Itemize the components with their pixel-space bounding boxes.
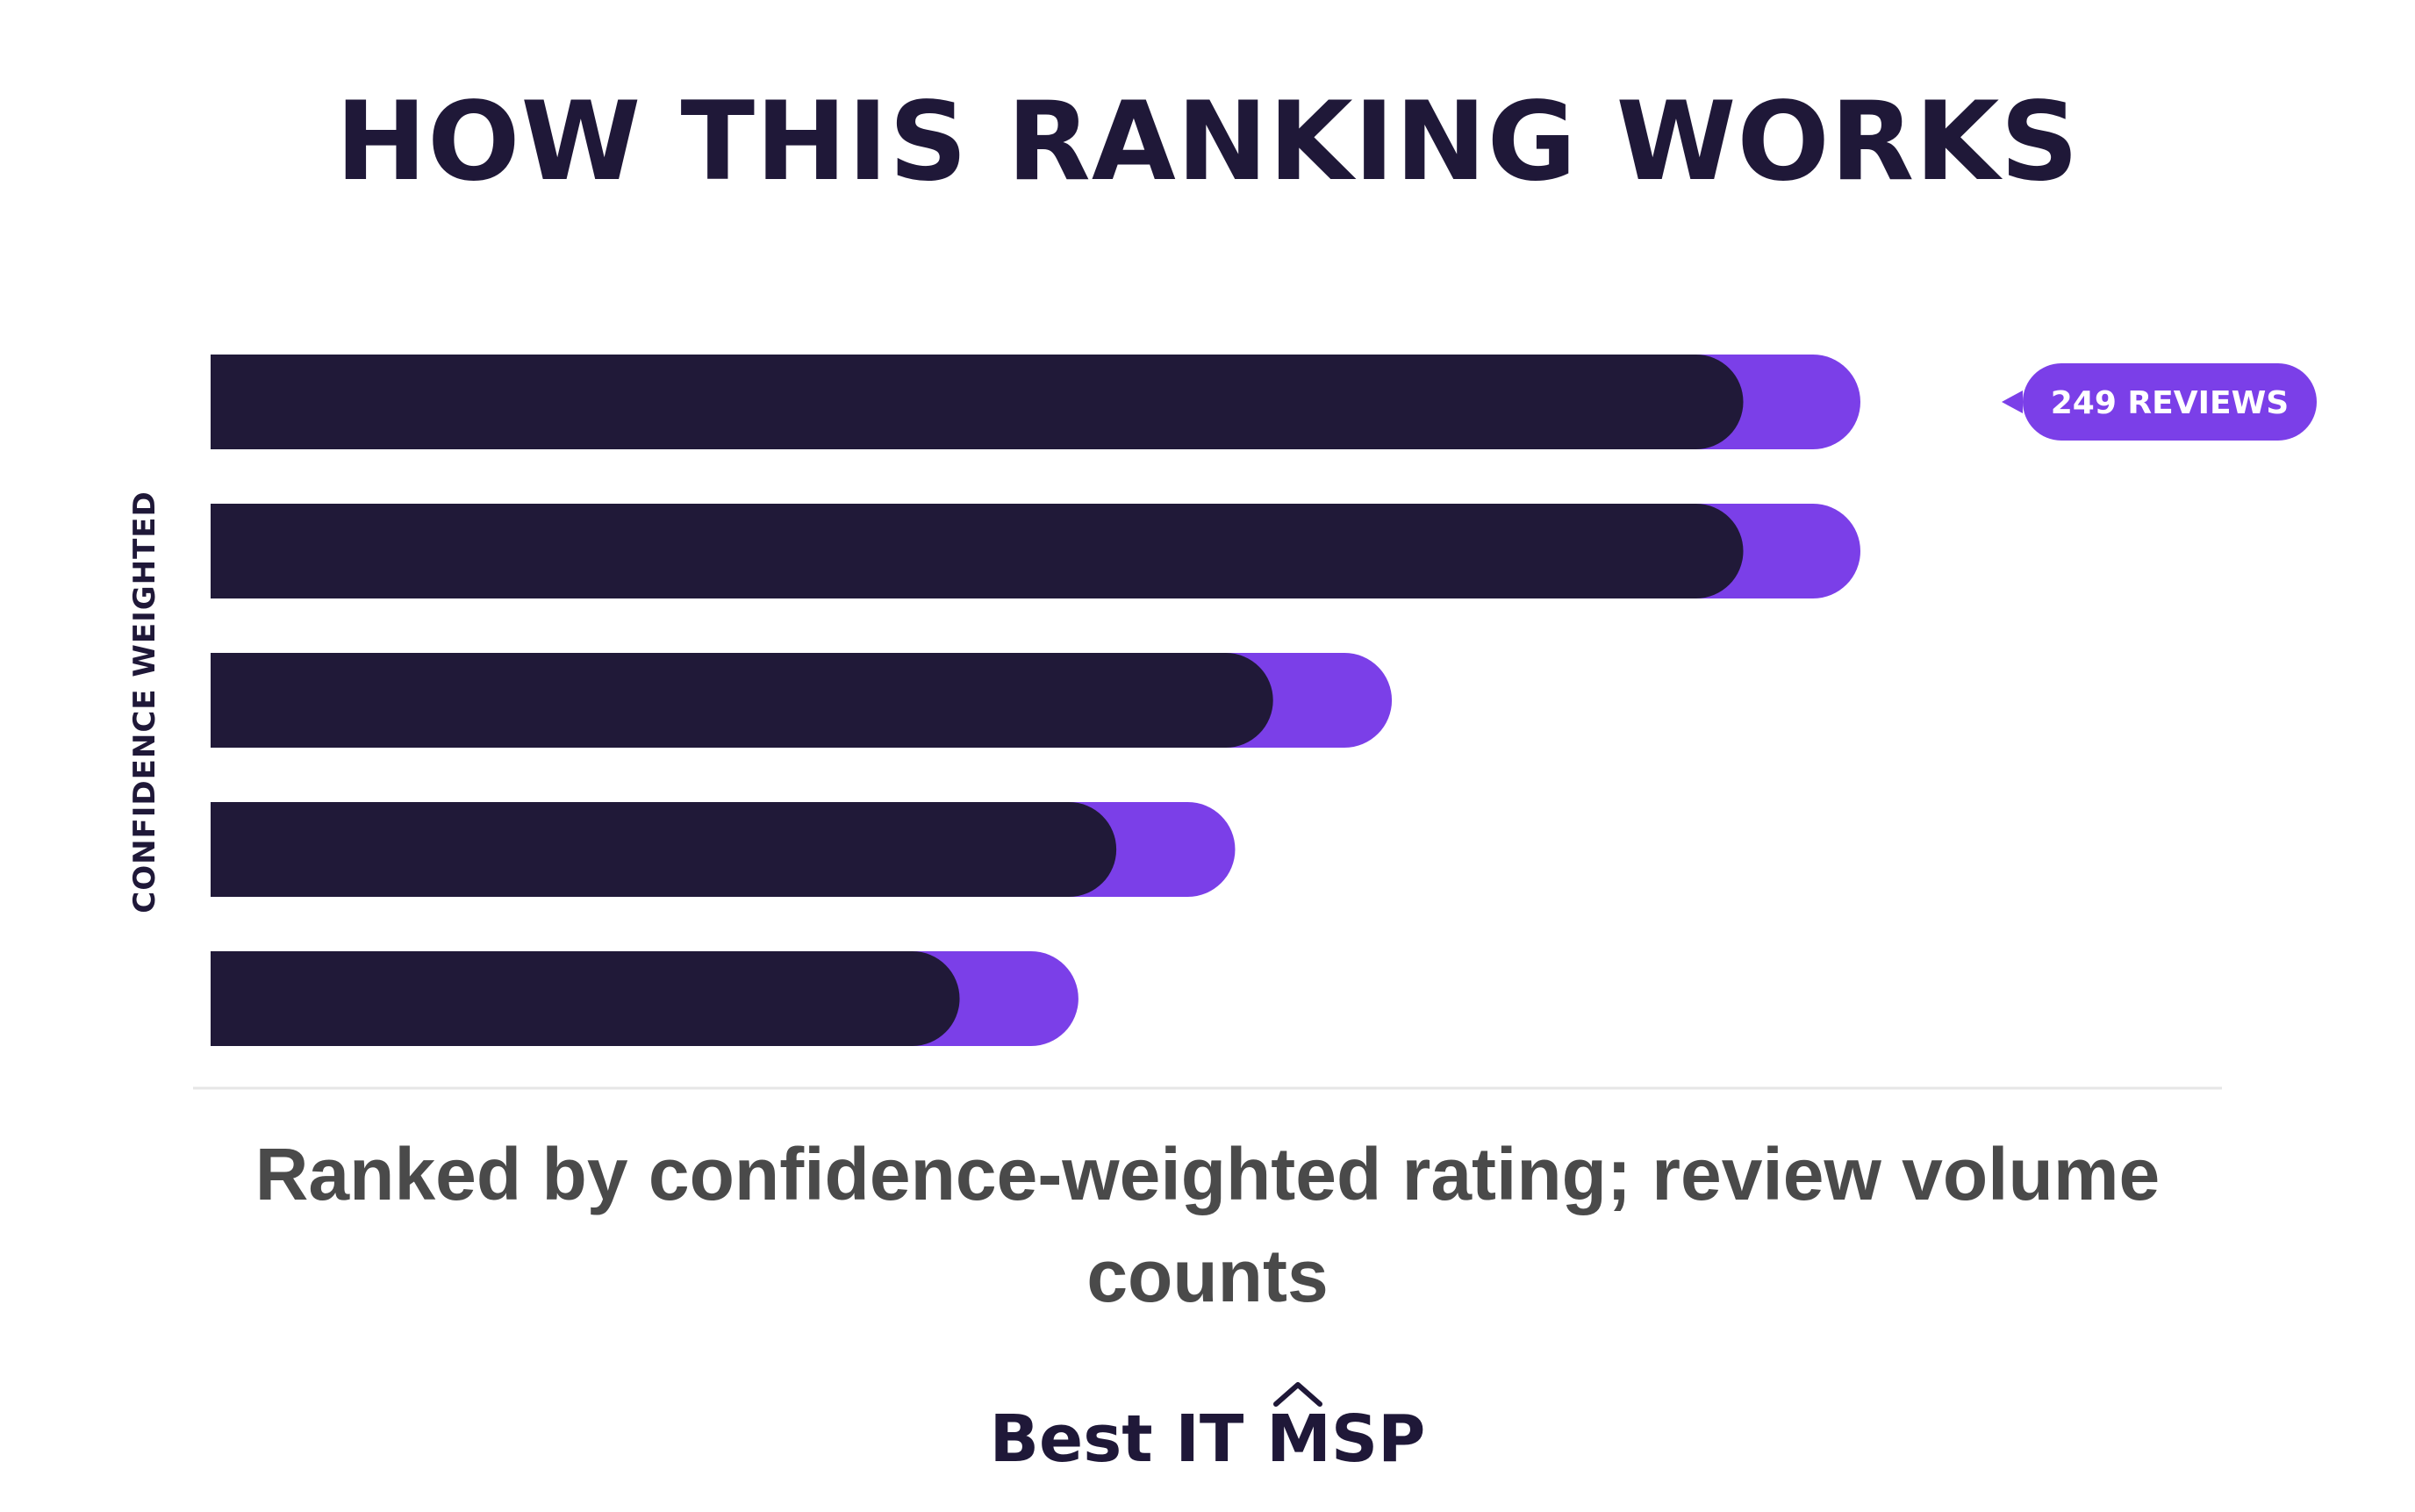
- y-axis-label: CONFIDENCE WEIGHTED: [127, 491, 162, 914]
- bar-accent-segment: [912, 951, 1079, 1046]
- brand-name-part2: MSP: [1266, 1401, 1426, 1477]
- chart-title: HOW THIS RANKING WORKS: [335, 79, 2080, 205]
- bar-accent-segment: [1695, 504, 1860, 598]
- caret-icon: [1273, 1382, 1323, 1407]
- annotation-label: 249 REVIEWS: [2051, 385, 2289, 421]
- bar-accent-segment: [1695, 355, 1860, 449]
- annotation-pointer: [2002, 391, 2023, 413]
- annotation-pill: [2023, 363, 2317, 441]
- brand-logo: Best IT MSP: [0, 1382, 2415, 1483]
- bar-main-segment: [211, 951, 960, 1046]
- brand-name-part1: Best IT: [989, 1401, 1244, 1477]
- bar-accent-segment: [1225, 653, 1393, 748]
- bar-main-segment: [211, 802, 1117, 897]
- bar-accent-segment: [1069, 802, 1236, 897]
- bar-main-segment: [211, 653, 1273, 748]
- brand-name-part2-wrap: MSP: [1266, 1382, 1426, 1483]
- bar-main-segment: [211, 355, 1744, 449]
- chart-caption: Ranked by confidence-weighted rating; re…: [254, 1133, 2161, 1317]
- bar-main-segment: [211, 504, 1744, 598]
